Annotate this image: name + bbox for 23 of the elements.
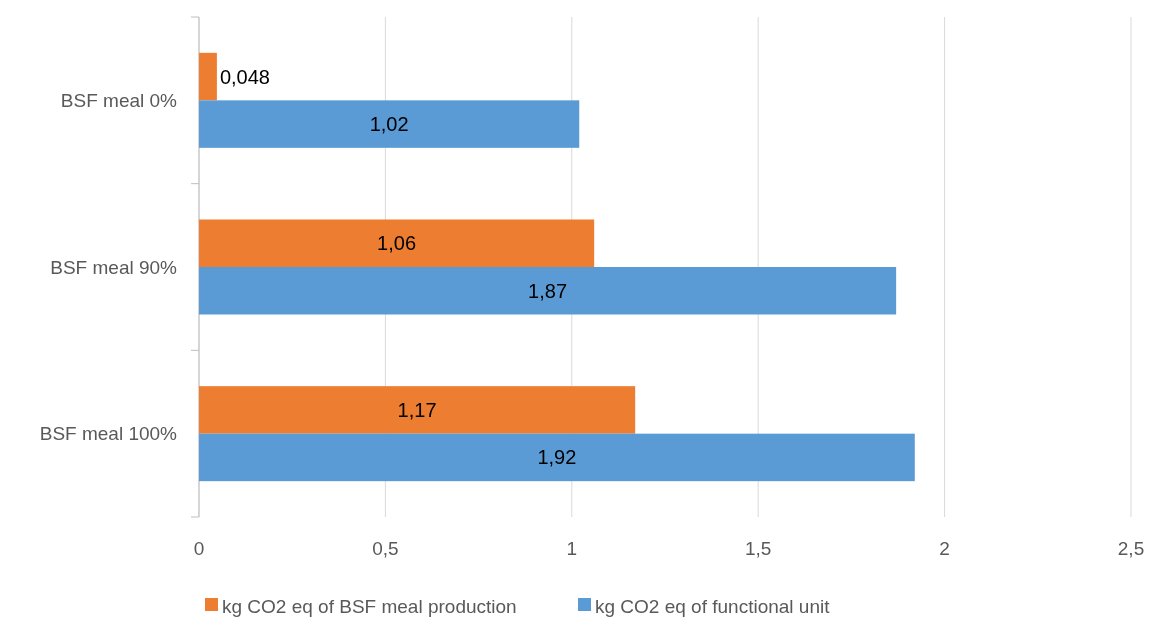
bar	[199, 433, 915, 482]
bar	[199, 267, 897, 315]
x-tick-label: 0	[193, 538, 205, 559]
legend-label: kg CO2 eq of functional unit	[595, 595, 831, 617]
y-tick-label: BSF meal 90%	[50, 256, 178, 278]
x-tick-label: 2	[939, 538, 950, 559]
bar	[199, 219, 595, 267]
bar	[199, 386, 636, 434]
x-tick-label: 1,5	[744, 538, 772, 559]
x-tick-label: 0,5	[372, 538, 399, 559]
x-tick-label: 1	[566, 538, 578, 559]
data-label: 1,06	[377, 232, 417, 255]
bar	[199, 52, 217, 101]
data-label: 1,02	[369, 113, 409, 136]
y-tick-label: BSF meal 100%	[39, 423, 178, 445]
bar	[199, 100, 580, 148]
data-label: 1,17	[397, 398, 437, 421]
data-label: 1,92	[537, 446, 577, 469]
y-tick-label: BSF meal 0%	[60, 89, 178, 111]
legend-label: kg CO2 eq of BSF meal production	[222, 595, 517, 617]
data-label: 0,048	[219, 65, 270, 88]
x-tick-label: 2,5	[1117, 538, 1145, 559]
data-label: 1,87	[528, 279, 568, 302]
